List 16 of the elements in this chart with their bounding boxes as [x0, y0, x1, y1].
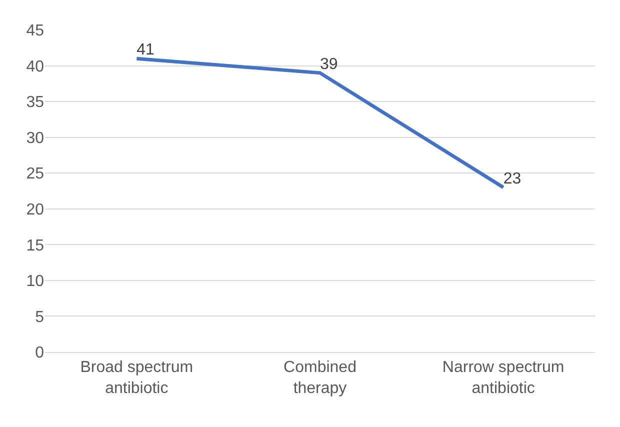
y-tick-label: 15	[26, 237, 44, 254]
y-tick-label: 0	[35, 344, 44, 362]
data-label: 41	[136, 42, 155, 59]
x-tick-label: Combined therapy	[284, 359, 356, 397]
x-tick-label: Narrow spectrum antibiotic	[442, 359, 564, 397]
data-label: 39	[320, 56, 338, 73]
data-label: 23	[503, 170, 522, 188]
y-tick-label: 35	[26, 94, 44, 112]
y-tick-label: 20	[26, 201, 44, 218]
y-tick-label: 45	[26, 22, 44, 40]
y-tick-label: 30	[26, 130, 44, 147]
x-tick-label: Broad spectrum antibiotic	[80, 359, 194, 397]
y-tick-label: 25	[26, 166, 44, 183]
y-tick-label: 40	[26, 58, 44, 76]
y-tick-label: 5	[35, 308, 44, 326]
y-tick-label: 10	[26, 273, 44, 290]
